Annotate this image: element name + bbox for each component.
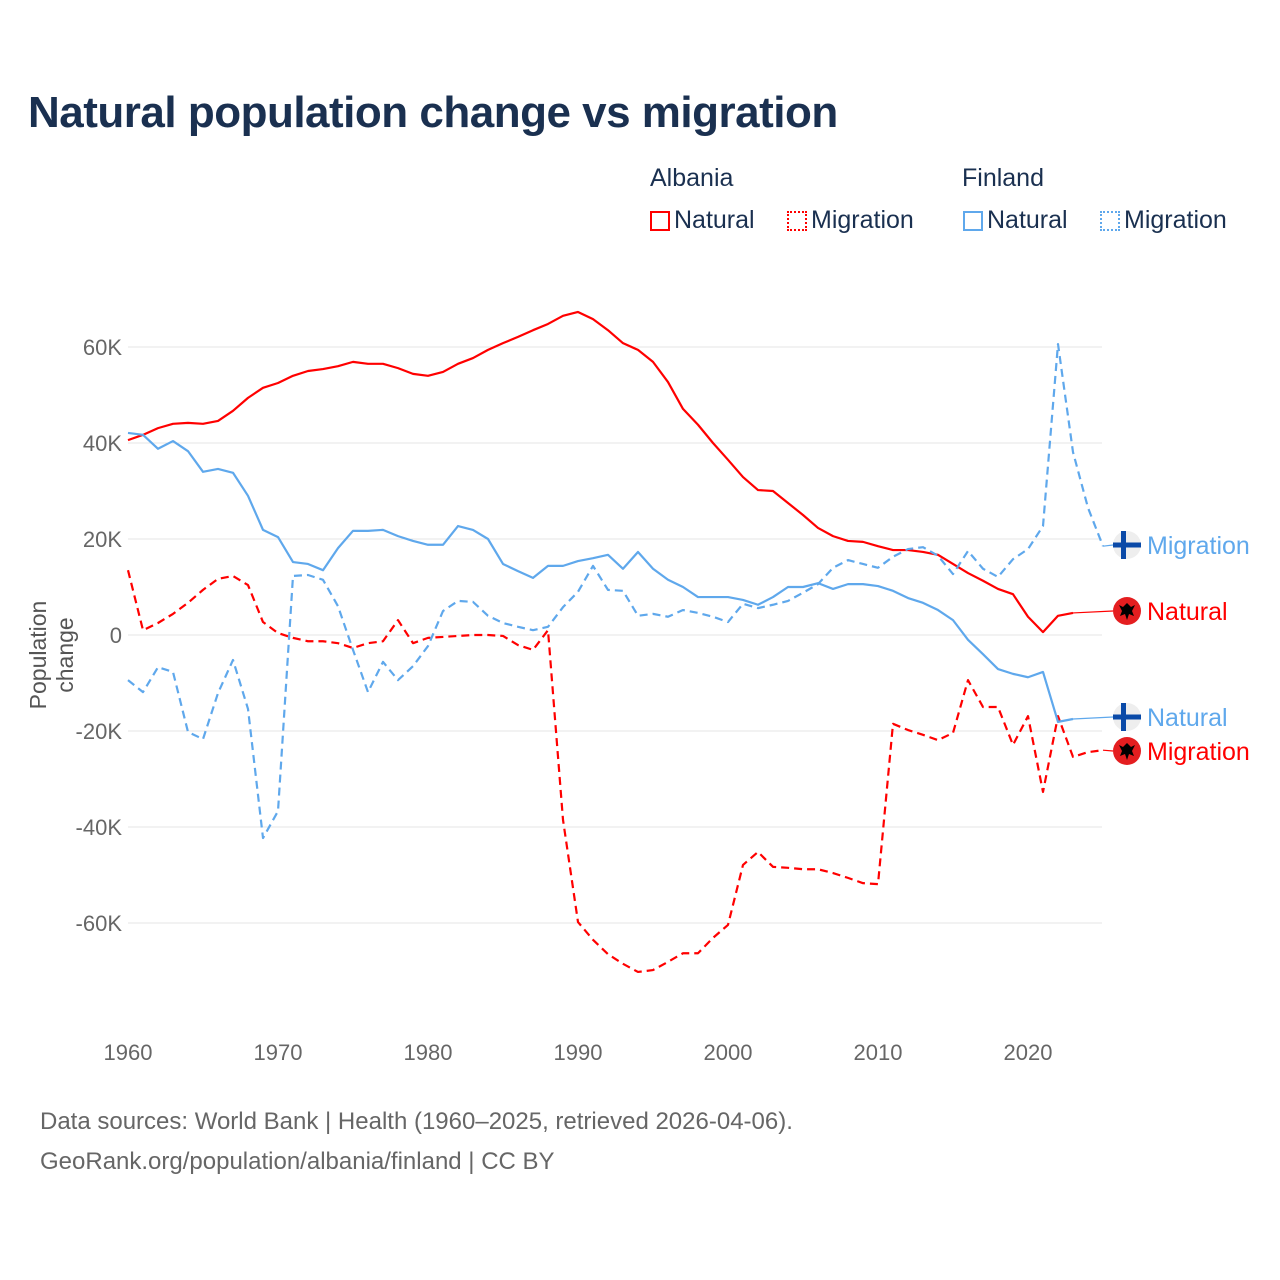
x-tick-label: 1970 xyxy=(254,1040,303,1065)
end-label: Natural xyxy=(1147,704,1228,732)
legend-label: Migration xyxy=(1124,206,1227,234)
source-url[interactable]: GeoRank.org/population/albania/finland |… xyxy=(40,1148,555,1175)
albania-flag-icon xyxy=(1113,737,1141,765)
albania-flag-icon xyxy=(1113,597,1141,625)
source-text: Data sources: World Bank | Health (1960–… xyxy=(40,1108,793,1135)
cross-v xyxy=(1121,531,1126,559)
legend-group-albania: Albania xyxy=(650,164,734,192)
x-tick-label: 2020 xyxy=(1004,1040,1053,1065)
y-tick-label: -20K xyxy=(76,719,123,744)
chart-title: Natural population change vs migration xyxy=(28,88,838,137)
finland-flag-icon xyxy=(1113,531,1141,559)
eagle-shape xyxy=(1119,603,1135,620)
end-label: Natural xyxy=(1147,598,1228,626)
end-connector xyxy=(1102,544,1114,547)
end-label: Migration xyxy=(1147,738,1250,766)
y-tick-label: -60K xyxy=(76,911,123,936)
legend-swatch-solid xyxy=(963,210,983,231)
legend-label: Migration xyxy=(811,206,914,234)
end-label: Migration xyxy=(1147,532,1250,560)
series-line-finland-natural xyxy=(127,431,1074,723)
legend-swatch-dotted xyxy=(1100,210,1120,231)
end-connector xyxy=(1072,716,1114,720)
legend-label: Natural xyxy=(987,206,1068,234)
series-line-albania-natural xyxy=(127,310,1074,634)
y-tick-label: 40K xyxy=(83,431,122,456)
end-connector xyxy=(1072,610,1114,614)
legend-label: Natural xyxy=(674,206,755,234)
finland-flag-icon xyxy=(1113,703,1141,731)
x-tick-label: 1960 xyxy=(104,1040,153,1065)
legend-albania-natural[interactable]: Natural xyxy=(650,206,755,235)
legend-finland-migration[interactable]: Migration xyxy=(1100,206,1227,235)
cross-h xyxy=(1113,542,1141,548)
y-tick-label: -40K xyxy=(76,815,123,840)
y-tick-label: 60K xyxy=(83,335,122,360)
y-tick-label: 0 xyxy=(110,623,122,648)
x-tick-label: 2000 xyxy=(704,1040,753,1065)
end-connector xyxy=(1102,749,1114,752)
legend-swatch-solid xyxy=(650,210,670,231)
legend-albania-migration[interactable]: Migration xyxy=(787,206,914,235)
series-line-finland-migration xyxy=(127,343,1105,840)
eagle-shape xyxy=(1119,743,1135,760)
legend-swatch-dotted xyxy=(787,210,807,231)
x-tick-label: 1980 xyxy=(404,1040,453,1065)
series-line-albania-migration xyxy=(126,569,1104,974)
x-tick-label: 1990 xyxy=(554,1040,603,1065)
y-tick-label: 20K xyxy=(83,527,122,552)
cross-v xyxy=(1121,703,1126,731)
legend-group-finland: Finland xyxy=(962,164,1044,192)
legend-finland-natural[interactable]: Natural xyxy=(963,206,1068,235)
cross-h xyxy=(1113,714,1141,720)
x-tick-label: 2010 xyxy=(854,1040,903,1065)
